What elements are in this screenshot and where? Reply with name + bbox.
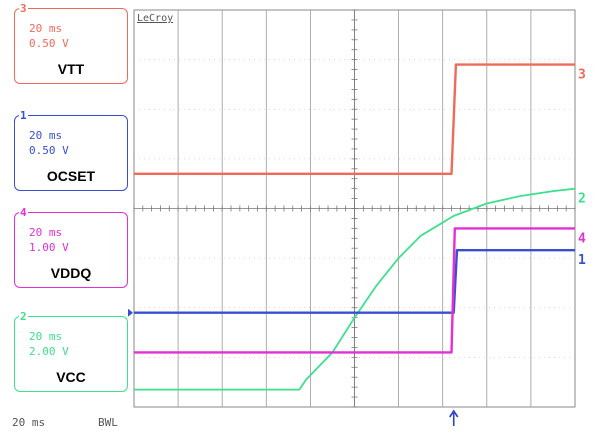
channel-name: VDDQ (50, 265, 92, 281)
markers: 3 1 4 2 (128, 68, 586, 426)
channel-number: 1 (19, 109, 28, 122)
marker-vtt: 3 (578, 68, 586, 83)
footer-timebase: 20 ms (12, 416, 46, 429)
trace-vcc (134, 187, 576, 391)
channel-timebase: 20 ms (29, 129, 63, 142)
channel-timebase: 20 ms (29, 22, 63, 35)
channel-timebase: 20 ms (29, 330, 63, 343)
channel-number: 2 (19, 310, 28, 323)
brand-label: LeCroy (137, 13, 173, 24)
channel-box-vddq: 4 20 ms 1.00 V VDDQ (14, 207, 128, 288)
channel-name: VCC (56, 369, 86, 385)
trace-vtt (134, 63, 575, 176)
marker-vcc: 2 (578, 192, 586, 207)
channel-scale: 0.50 V (29, 37, 69, 50)
footer-bwl: BWL (98, 416, 118, 429)
channel-scale: 1.00 V (29, 241, 69, 254)
trace-vddq (134, 227, 575, 354)
marker-ocset: 1 (578, 253, 586, 268)
channel-scale: 0.50 V (29, 144, 69, 157)
channel-timebase: 20 ms (29, 226, 63, 239)
channel-box-vtt: 3 20 ms 0.50 V VTT (14, 3, 128, 84)
channel-number: 3 (19, 2, 28, 15)
trace-ocset (134, 248, 575, 314)
channel-number: 4 (19, 206, 28, 219)
channel-scale: 2.00 V (29, 345, 69, 358)
ground-marker (128, 308, 133, 317)
trigger-marker (449, 409, 459, 426)
channel-name: VTT (57, 61, 85, 77)
channel-box-ocset: 1 20 ms 0.50 V OCSET (14, 110, 128, 191)
channel-name: OCSET (46, 168, 96, 184)
marker-vddq: 4 (578, 231, 586, 246)
channel-box-vcc: 2 20 ms 2.00 V VCC (14, 311, 128, 392)
grid (133, 9, 576, 408)
traces (134, 63, 576, 391)
